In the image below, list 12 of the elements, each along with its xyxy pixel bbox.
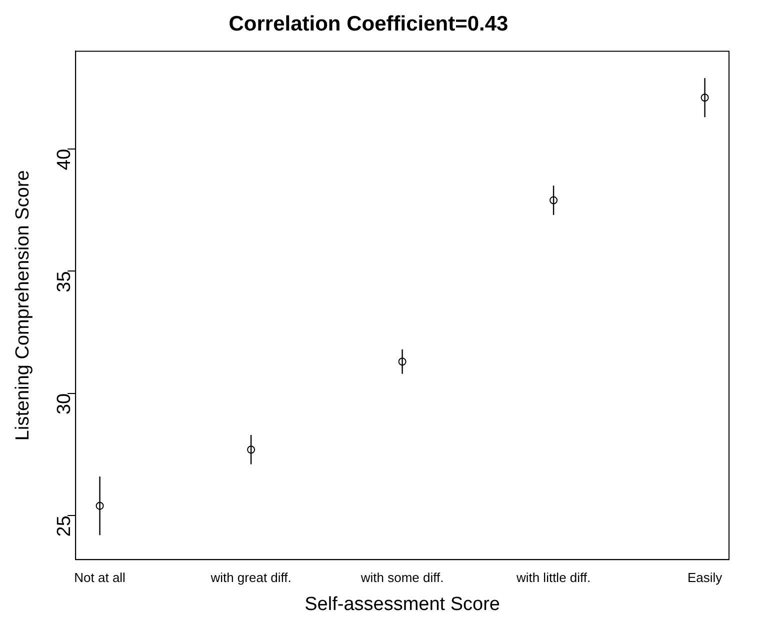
x-tick-label: with some diff.	[360, 570, 444, 585]
x-tick-label: with little diff.	[515, 570, 591, 585]
chart-title: Correlation Coefficient=0.43	[228, 12, 508, 36]
y-axis-title: Listening Comprehension Score	[12, 170, 34, 441]
x-tick-label: with great diff.	[210, 570, 292, 585]
y-tick-label: 35	[54, 271, 75, 292]
x-tick-label: Not at all	[74, 570, 126, 585]
y-tick-label: 25	[54, 516, 75, 537]
x-axis-title: Self-assessment Score	[304, 594, 500, 615]
y-tick-label: 30	[54, 393, 75, 415]
y-tick-label: 40	[54, 148, 75, 170]
x-tick-label: Easily	[687, 570, 723, 585]
